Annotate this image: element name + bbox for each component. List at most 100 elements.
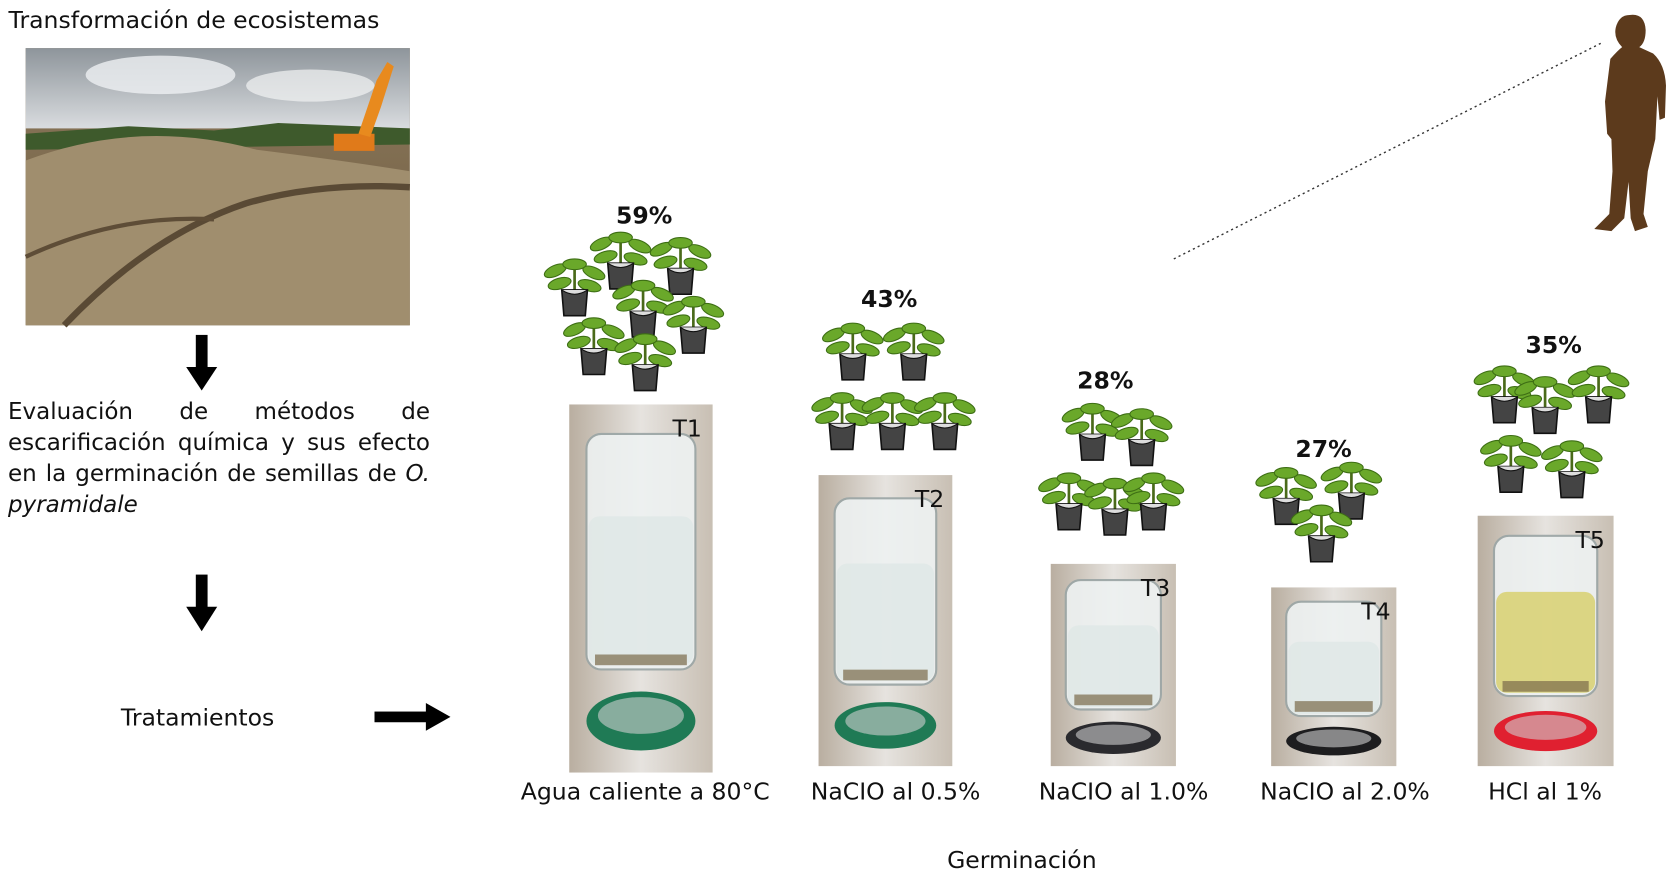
percent: 43% (861, 285, 917, 313)
plant-icon (1255, 467, 1317, 526)
leaf (581, 317, 607, 330)
treatment-label: HCl al 1% (1488, 777, 1602, 805)
leaf (1114, 426, 1139, 440)
seeds (595, 654, 687, 666)
pot-rim (580, 348, 607, 354)
pot-rim (1128, 439, 1155, 445)
percent: 27% (1295, 435, 1351, 463)
leaf (1129, 408, 1154, 420)
jar-liquid (1067, 625, 1159, 707)
leaf (1483, 453, 1508, 467)
treatment-label: Agua caliente a 80°C (521, 777, 770, 805)
plant-icon (822, 322, 884, 381)
percent: 28% (1077, 366, 1133, 394)
plant-icon (1320, 461, 1383, 520)
percent: 35% (1525, 331, 1581, 359)
pot-rim (1055, 503, 1083, 509)
leaf (1492, 365, 1517, 378)
leaf (566, 335, 591, 350)
leaf (630, 279, 656, 292)
leaf (1559, 440, 1585, 453)
leaf (1532, 376, 1558, 388)
leaf (1126, 490, 1151, 505)
leaf (829, 392, 855, 404)
treatment-label: NaCIO al 2.0% (1260, 777, 1430, 805)
pot-rim (561, 289, 588, 295)
seeds (1502, 681, 1589, 692)
pot-rim (931, 423, 958, 429)
pot-rim (1585, 396, 1612, 402)
plant-icon (1084, 477, 1146, 536)
leaf (666, 314, 691, 328)
jar-liquid (588, 516, 694, 665)
plant-icon (1567, 365, 1630, 424)
leaf (616, 298, 641, 312)
leaf (917, 410, 942, 424)
treatments-label: Tratamientos (120, 703, 274, 731)
leaf (1141, 472, 1166, 485)
plant-icon (1110, 408, 1173, 467)
treatment: T2 43% NaCIO al 0.5% (811, 285, 981, 805)
leaf (865, 410, 890, 424)
leaf (593, 250, 618, 264)
pot-rim (1491, 396, 1518, 402)
cap-inner (597, 697, 684, 734)
leaf (608, 231, 633, 244)
plant-icon (589, 231, 652, 290)
pot-rim (629, 310, 657, 317)
pot-rim (1101, 508, 1129, 515)
arrow-down (186, 334, 218, 391)
seeds (843, 669, 928, 681)
leaf (886, 341, 911, 355)
leaf (815, 410, 840, 424)
leaf (1571, 383, 1596, 398)
cap-inner (1075, 724, 1151, 745)
plant-icon (543, 258, 606, 317)
leaf (562, 258, 587, 271)
jar-liquid (836, 563, 935, 681)
plant-icon (914, 392, 976, 451)
leaf (1586, 365, 1611, 378)
leaf (901, 322, 927, 335)
treatment-label: NaCIO al 0.5% (811, 777, 981, 805)
arrow-down (186, 574, 218, 632)
leaf (1042, 490, 1066, 505)
leaf (668, 237, 693, 249)
leaf (1309, 504, 1334, 517)
tag: T5 (1575, 526, 1605, 554)
treatment: T3 28% NaCIO al 1.0% (1038, 366, 1208, 805)
pot-rim (879, 423, 906, 429)
plant-icon (612, 279, 674, 338)
jar-liquid (1288, 641, 1380, 714)
leaf (1080, 402, 1105, 415)
pot-rim (1497, 466, 1524, 472)
plant-icon (1541, 440, 1603, 499)
plant-icon (649, 237, 712, 296)
leaf (1477, 383, 1502, 398)
plant-icon (1480, 434, 1542, 494)
plant-icon (1061, 402, 1124, 461)
plant-icon (563, 317, 625, 376)
footer: Germinación (947, 846, 1097, 874)
leaf (1088, 496, 1112, 510)
pot-rim (1140, 503, 1167, 509)
leaf (825, 341, 850, 355)
plant-icon (614, 333, 676, 392)
description-text: Evaluación de métodos de escarificación … (8, 399, 430, 487)
leaf (1294, 523, 1319, 537)
title: Transformación de ecosistemas (8, 6, 380, 34)
pot (1307, 535, 1336, 563)
pot-rim (1273, 498, 1300, 504)
leaf (1339, 461, 1364, 474)
leaf (547, 276, 572, 291)
percent: 59% (616, 202, 672, 230)
cap-inner (1504, 714, 1587, 740)
tag: T4 (1360, 598, 1390, 626)
tag: T3 (1140, 574, 1170, 602)
plant-icon (1514, 376, 1576, 435)
description: Evaluación de métodos de escarificación … (8, 397, 430, 521)
seeds (1074, 694, 1153, 706)
plant-icon (883, 322, 945, 381)
pot-rim (1308, 535, 1335, 541)
